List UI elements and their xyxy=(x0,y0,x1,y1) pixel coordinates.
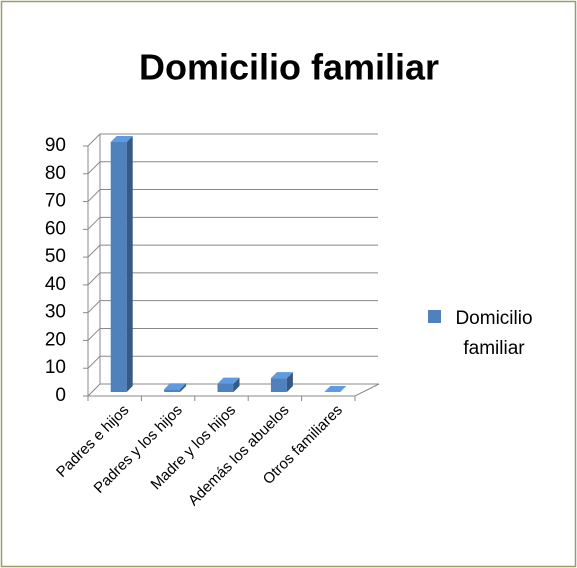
bar-top xyxy=(164,383,187,390)
grid-line xyxy=(87,216,378,230)
y-tick-label: 70 xyxy=(45,191,66,212)
legend-swatch xyxy=(428,310,441,323)
bar-top xyxy=(217,377,240,384)
y-tick-label: 40 xyxy=(45,274,66,295)
bar-side xyxy=(180,383,187,392)
bar-top xyxy=(270,372,293,379)
bar-front xyxy=(164,389,181,392)
legend-label: Domicilio familiar xyxy=(455,308,533,359)
grid-line xyxy=(87,272,378,286)
bar-front xyxy=(270,378,287,392)
bar xyxy=(270,372,293,392)
y-tick-label: 90 xyxy=(45,135,66,156)
chart-title: Domicilio familiar xyxy=(139,47,439,88)
bar-side xyxy=(233,377,240,392)
bar xyxy=(164,383,187,392)
bar-front xyxy=(217,383,234,392)
bar xyxy=(324,386,347,392)
bar xyxy=(217,377,240,392)
bar-top xyxy=(110,136,133,142)
y-tick-label: 30 xyxy=(45,302,66,323)
bar-front xyxy=(110,142,127,392)
bar-top xyxy=(324,386,347,392)
grid-line xyxy=(87,161,378,175)
y-tick-label: 20 xyxy=(45,329,66,350)
bar-side xyxy=(286,372,293,392)
y-tick-label: 50 xyxy=(45,246,66,267)
y-tick-label: 0 xyxy=(55,385,66,406)
grid-line xyxy=(87,300,378,314)
grid-line xyxy=(87,244,378,258)
bar-side xyxy=(126,136,133,392)
grid-line xyxy=(87,327,378,341)
bar xyxy=(110,136,133,392)
y-tick-label: 60 xyxy=(45,218,66,239)
y-tick-label: 80 xyxy=(45,163,66,184)
grid-line xyxy=(87,133,378,147)
grid-line xyxy=(87,355,378,369)
grid-line xyxy=(87,189,378,202)
y-tick-label: 10 xyxy=(45,357,66,378)
